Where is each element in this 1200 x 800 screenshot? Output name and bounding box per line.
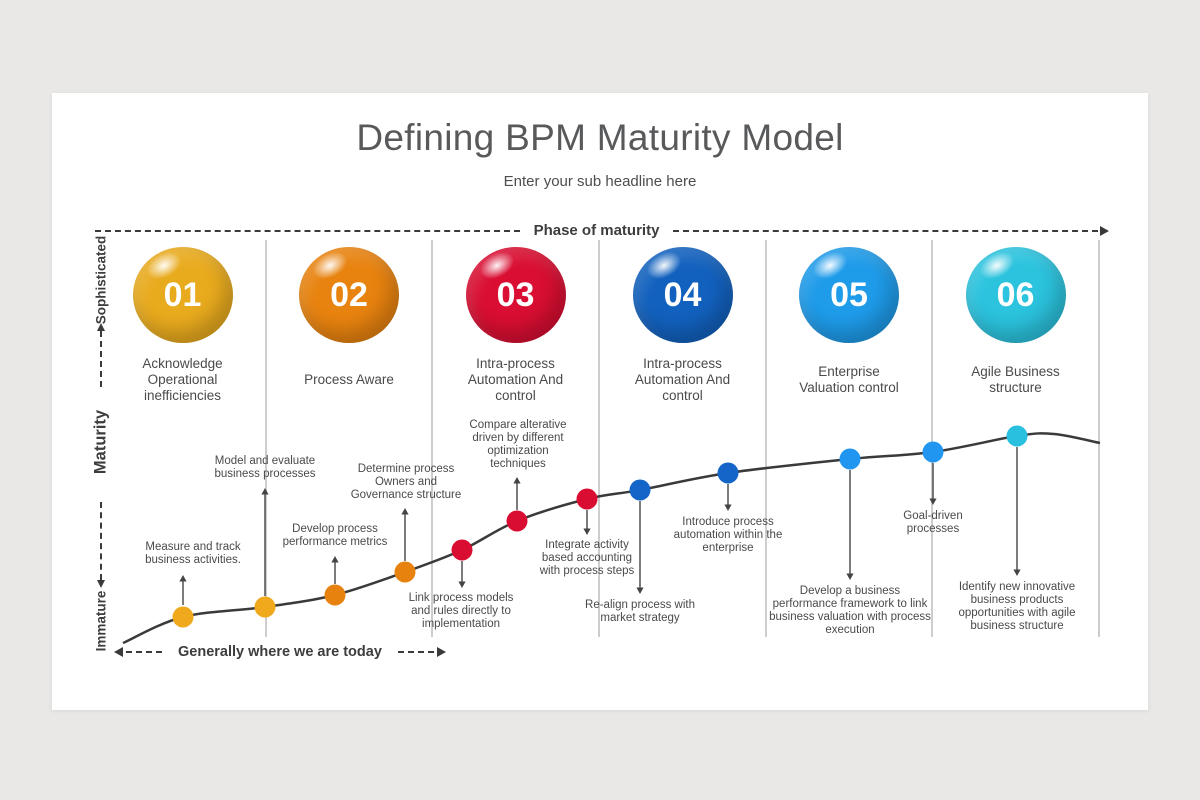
phase-number: 04 [663, 275, 702, 314]
milestone-note: Develop a business performance framework … [769, 585, 931, 636]
phase-label-01: Acknowledge Operational inefficiencies [142, 356, 223, 403]
milestone-note: Model and evaluate business processes [214, 455, 316, 480]
phase-label-03: Intra-process Automation And control [467, 356, 564, 403]
phase-label-04: Intra-process Automation And control [634, 356, 731, 403]
milestone-dot [1006, 425, 1028, 447]
arrow-down-icon [1013, 569, 1021, 576]
slide-card: Defining BPM Maturity Model Enter your s… [52, 93, 1148, 710]
up-dashed-arrow [96, 323, 105, 387]
milestone-dot [394, 561, 416, 583]
column-divider [265, 240, 267, 637]
maturity-curve-svg [122, 425, 1101, 645]
phase-ball-06: 06 [965, 247, 1066, 343]
arrow-down-icon [636, 587, 644, 594]
milestone-note: Compare alterative driven by different opt… [469, 419, 567, 470]
phase-label-06: Agile Business structure [971, 364, 1060, 395]
milestone-dot [172, 606, 194, 628]
arrow-up-icon [261, 488, 269, 495]
milestone-note: Identify new innovative business products… [958, 581, 1076, 632]
arrow-right-icon [436, 647, 446, 657]
phase-number: 02 [330, 275, 368, 314]
phase-axis-label: Phase of maturity [533, 222, 660, 239]
phase-number: 06 [996, 275, 1035, 314]
milestone-dot [922, 441, 944, 463]
arrow-down-icon [583, 528, 591, 535]
column-divider [931, 240, 933, 637]
milestone-note: Measure and track business activities. [145, 541, 241, 566]
arrow-down-icon [929, 498, 937, 505]
page-subtitle: Enter your sub headline here [503, 173, 697, 190]
phase-number: 03 [496, 275, 535, 314]
dashed-line [397, 651, 434, 653]
milestone-note: Re-align process with market strategy [585, 599, 695, 624]
bottom-axis: Generally where we are today [114, 644, 446, 660]
arrow-up-icon [331, 556, 339, 563]
milestone-dot [506, 510, 528, 532]
milestone-dot [324, 584, 346, 606]
milestone-note: Develop process performance metrics [282, 523, 388, 548]
arrow-right-icon [1100, 225, 1109, 236]
down-dashed-arrow [96, 502, 105, 588]
phase-ball-05: 05 [799, 247, 899, 343]
arrow-up-icon [401, 508, 409, 515]
phase-ball-04: 04 [632, 247, 733, 343]
phase-label-02: Process Aware [304, 372, 394, 387]
phase-ball-03: 03 [465, 247, 566, 343]
dashed-line [673, 229, 1098, 232]
column-divider [598, 240, 600, 637]
column-divider [1098, 240, 1100, 637]
phase-number: 05 [830, 275, 868, 314]
milestone-dot [629, 479, 651, 501]
phase-number: 01 [163, 275, 202, 314]
milestone-note: Introduce process automation within the en… [673, 516, 783, 554]
milestone-note: Link process models and rules directly to… [408, 592, 514, 630]
milestone-dot [717, 462, 739, 484]
arrow-down-icon [724, 504, 732, 511]
phase-label-05: Enterprise Valuation control [799, 364, 899, 395]
milestone-note: Goal-driven processes [903, 510, 963, 535]
dashed-line [126, 651, 162, 653]
column-divider [431, 240, 433, 637]
page-title: Defining BPM Maturity Model [356, 117, 844, 158]
milestone-dot [451, 539, 473, 561]
milestone-dot [839, 448, 861, 470]
milestone-dot [576, 488, 598, 510]
phase-ball-02: 02 [299, 247, 399, 343]
arrow-up-icon [513, 477, 521, 484]
arrow-down-icon [846, 573, 854, 580]
milestone-note: Integrate activity based accounting with p… [539, 539, 635, 577]
column-divider [765, 240, 767, 637]
phase-of-maturity-axis: Phase of maturity [95, 222, 1109, 239]
bottom-axis-label: Generally where we are today [178, 644, 382, 660]
arrow-down-icon [458, 581, 466, 588]
phase-ball-01: 01 [132, 247, 233, 343]
dashed-line [95, 229, 520, 232]
milestone-note: Determine process Owners and Governance st… [350, 463, 462, 501]
arrow-left-icon [114, 647, 123, 657]
milestone-dot [254, 596, 276, 618]
arrow-up-icon [179, 575, 187, 582]
